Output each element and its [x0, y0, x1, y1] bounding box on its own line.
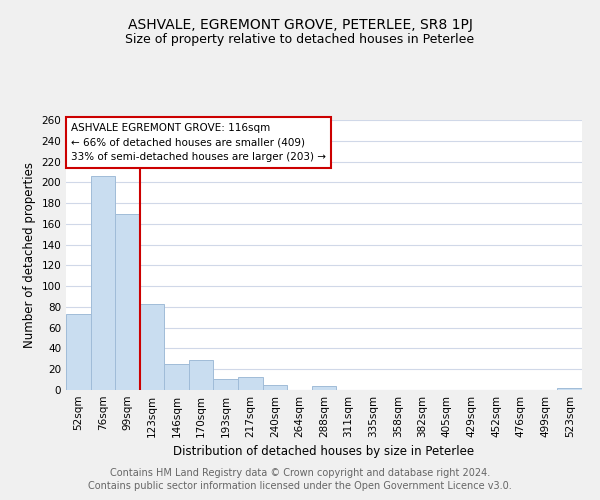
- Bar: [238, 376, 263, 390]
- Bar: [164, 364, 189, 390]
- Text: Size of property relative to detached houses in Peterlee: Size of property relative to detached ho…: [125, 32, 475, 46]
- Bar: [214, 378, 238, 390]
- Text: ASHVALE, EGREMONT GROVE, PETERLEE, SR8 1PJ: ASHVALE, EGREMONT GROVE, PETERLEE, SR8 1…: [128, 18, 472, 32]
- Bar: [140, 304, 164, 390]
- Text: Contains HM Land Registry data © Crown copyright and database right 2024.: Contains HM Land Registry data © Crown c…: [110, 468, 490, 477]
- X-axis label: Distribution of detached houses by size in Peterlee: Distribution of detached houses by size …: [173, 446, 475, 458]
- Bar: [66, 314, 91, 390]
- Bar: [312, 386, 336, 390]
- Bar: [263, 385, 287, 390]
- Bar: [115, 214, 140, 390]
- Text: ASHVALE EGREMONT GROVE: 116sqm
← 66% of detached houses are smaller (409)
33% of: ASHVALE EGREMONT GROVE: 116sqm ← 66% of …: [71, 122, 326, 162]
- Y-axis label: Number of detached properties: Number of detached properties: [23, 162, 36, 348]
- Bar: [91, 176, 115, 390]
- Bar: [189, 360, 214, 390]
- Bar: [557, 388, 582, 390]
- Text: Contains public sector information licensed under the Open Government Licence v3: Contains public sector information licen…: [88, 481, 512, 491]
